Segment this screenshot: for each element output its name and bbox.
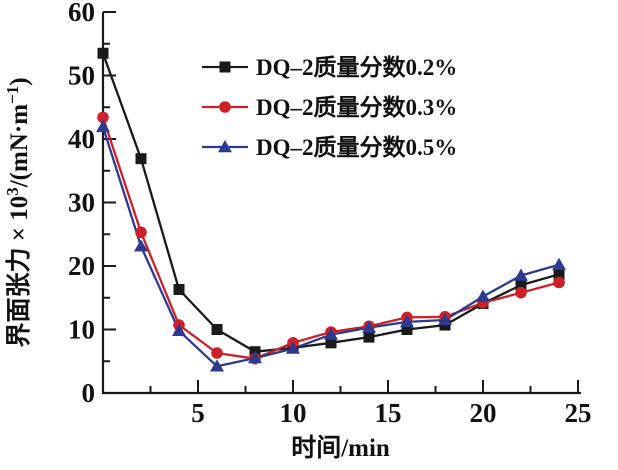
x-tick-label: 10 — [280, 398, 307, 428]
square-marker — [325, 337, 337, 349]
legend-item-2: DQ–2质量分数0.5% — [202, 135, 457, 160]
circle-marker — [211, 347, 223, 359]
triangle-marker — [324, 327, 338, 340]
legend-item-1: DQ–2质量分数0.3% — [202, 95, 457, 120]
circle-marker — [515, 286, 527, 299]
x-tick-label: 15 — [375, 398, 402, 428]
circle-marker — [553, 276, 565, 289]
triangle-marker — [134, 239, 148, 252]
circle-marker — [97, 111, 109, 124]
square-marker — [515, 279, 527, 291]
triangle-marker — [96, 119, 110, 133]
square-marker — [363, 331, 375, 343]
triangle-marker — [400, 314, 414, 328]
legend: DQ–2质量分数0.2% DQ–2质量分数0.3% DQ–2质量分数0.5% — [202, 55, 457, 160]
square-marker — [401, 324, 413, 335]
triangle-marker — [286, 341, 300, 354]
x-tick-label: 20 — [470, 398, 497, 428]
square-marker — [173, 283, 185, 295]
triangle-marker — [172, 323, 186, 336]
triangle-marker — [218, 140, 232, 153]
square-marker — [219, 61, 231, 73]
triangle-marker — [248, 351, 262, 364]
y-tick-label: 30 — [68, 188, 95, 218]
legend-label: DQ–2质量分数0.5% — [256, 135, 457, 160]
circle-marker — [135, 226, 147, 239]
y-tick-label: 60 — [68, 0, 95, 27]
y-tick-label: 50 — [68, 61, 95, 91]
x-tick-label: 25 — [565, 398, 592, 428]
legend-label: DQ–2质量分数0.2% — [256, 55, 457, 80]
square-marker — [97, 47, 109, 59]
square-marker — [553, 268, 565, 280]
legend-label: DQ–2质量分数0.3% — [256, 95, 457, 120]
y-tick-label: 40 — [68, 124, 95, 154]
triangle-marker — [514, 268, 528, 281]
triangle-marker — [552, 257, 566, 270]
series-markers-2 — [96, 119, 566, 372]
square-marker — [135, 153, 147, 165]
triangle-marker — [210, 359, 224, 372]
triangle-marker — [476, 289, 490, 302]
triangle-marker — [438, 312, 452, 326]
y-axis-title: 界面张力 × 103/(mN·m−1) — [3, 77, 33, 347]
legend-item-0: DQ–2质量分数0.2% — [202, 55, 457, 80]
circle-marker — [219, 101, 231, 113]
x-axis-title: 时间/min — [291, 434, 390, 462]
y-tick-label: 10 — [68, 315, 95, 345]
y-tick-label: 20 — [68, 251, 95, 281]
triangle-marker — [362, 320, 376, 333]
x-tick-label: 5 — [191, 398, 205, 428]
y-tick-label: 0 — [82, 378, 96, 408]
square-marker — [211, 324, 223, 335]
